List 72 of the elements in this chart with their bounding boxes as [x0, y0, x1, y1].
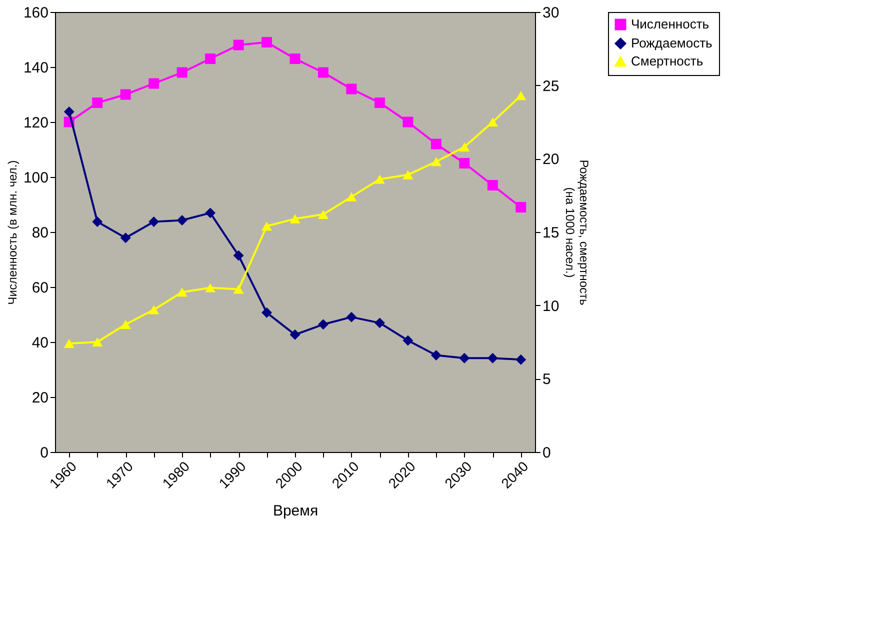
y2-tick-label: 25 — [542, 78, 560, 95]
y-tick-label: 80 — [32, 224, 48, 242]
point — [402, 335, 414, 346]
y-tick-label: 160 — [23, 4, 48, 22]
point — [262, 307, 272, 318]
point — [233, 284, 244, 294]
point — [64, 338, 74, 348]
point — [92, 337, 103, 347]
point — [290, 329, 300, 340]
point — [430, 350, 442, 360]
point — [176, 288, 188, 297]
y2-tick-label: 20 — [542, 151, 560, 168]
point — [430, 157, 442, 166]
point — [205, 208, 216, 218]
point — [92, 98, 103, 108]
y-tick-label: 0 — [40, 444, 48, 462]
point — [318, 319, 328, 330]
legend-label: Смертность — [631, 54, 704, 68]
y2-tick-label: 0 — [542, 444, 551, 462]
point — [459, 142, 470, 152]
point — [176, 67, 188, 78]
point — [120, 320, 131, 329]
point — [374, 174, 385, 184]
point — [148, 305, 160, 314]
point — [233, 40, 244, 50]
point — [205, 54, 216, 64]
point — [430, 138, 442, 150]
point — [64, 106, 74, 117]
y-tick-label: 60 — [32, 280, 48, 296]
point — [374, 318, 385, 328]
point — [205, 283, 216, 292]
point — [487, 117, 498, 127]
point — [487, 180, 498, 190]
point — [516, 354, 526, 365]
point — [290, 214, 300, 224]
legend-label: Численность — [631, 16, 710, 32]
point — [402, 116, 414, 128]
y-tick-label: 140 — [23, 60, 48, 76]
point — [318, 67, 328, 78]
point — [487, 352, 498, 364]
point — [346, 312, 357, 322]
y-tick-label: 20 — [32, 390, 48, 406]
point — [120, 232, 131, 244]
point — [516, 91, 526, 100]
y-tick-label: 120 — [23, 114, 48, 132]
point — [176, 215, 188, 226]
point — [120, 89, 131, 100]
point — [318, 210, 328, 219]
y2-tick-label: 15 — [542, 224, 560, 242]
point — [516, 202, 526, 212]
point — [262, 222, 272, 231]
point — [402, 170, 414, 180]
point — [346, 84, 357, 94]
point — [346, 192, 357, 202]
y2-axis-title: Рождаемость, смертность (на 1000 насел.) — [563, 160, 592, 306]
y-tick-label: 100 — [23, 170, 48, 186]
y2-tick-label: 30 — [542, 4, 560, 22]
point — [148, 78, 160, 89]
point — [459, 158, 470, 168]
point — [374, 98, 385, 108]
y2-tick-label: 10 — [542, 298, 560, 315]
y-axis-title: Численность (в млн. чел.) — [5, 160, 20, 305]
x-axis-title: Время — [272, 502, 318, 520]
point — [290, 54, 300, 64]
legend-label: Рождаемость — [631, 36, 713, 50]
point — [233, 250, 244, 261]
point — [262, 37, 272, 48]
point — [92, 216, 103, 227]
point — [459, 352, 470, 364]
y-tick-label: 40 — [32, 334, 48, 352]
y2-tick-label: 5 — [542, 371, 551, 388]
point — [148, 216, 160, 227]
